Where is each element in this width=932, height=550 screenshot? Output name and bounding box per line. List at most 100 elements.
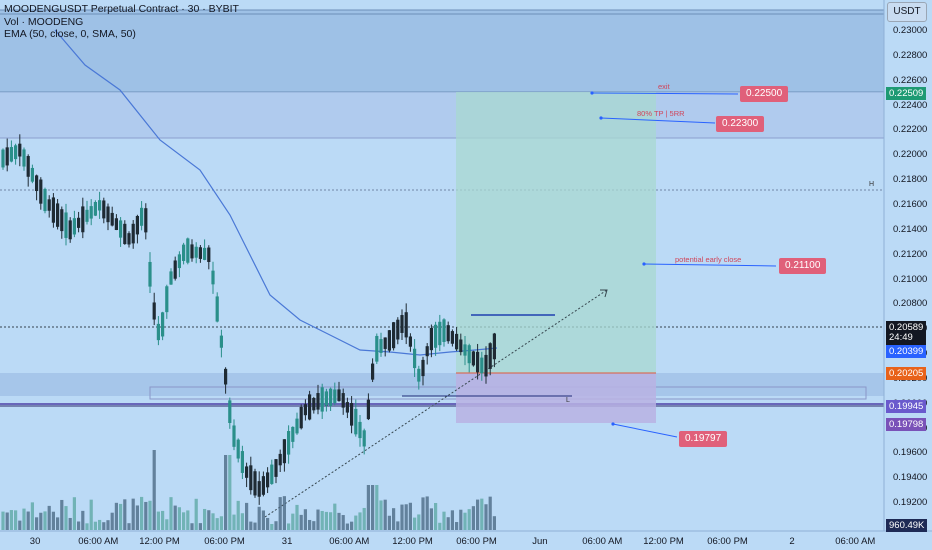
exit-annotation-tag[interactable]: 0.22500 [740, 86, 789, 102]
volume-bar [387, 515, 391, 530]
candle-body [219, 335, 223, 348]
volume-bar [282, 496, 286, 530]
volume-bar [291, 513, 295, 530]
price-tick-label: 0.19600 [893, 447, 928, 459]
candle-body [85, 209, 89, 222]
volume-bar [173, 505, 177, 530]
volume-bar [303, 509, 307, 530]
candle-body [56, 203, 60, 227]
volume-bar [81, 510, 85, 530]
candle-body [463, 344, 467, 356]
volume-bar [392, 508, 396, 530]
volume-bar [131, 498, 135, 530]
volume-bar [89, 499, 93, 530]
time-label: 06:00 AM [582, 536, 623, 547]
volume-bar [257, 506, 261, 530]
volume-bar [177, 507, 181, 530]
tp-annotation-tag[interactable]: 0.22300 [716, 116, 765, 132]
high-mark: H [869, 181, 875, 188]
volume-bar [345, 523, 349, 530]
time-label: Jun [532, 536, 548, 547]
volume-bar [60, 499, 64, 530]
candle-body [64, 212, 68, 238]
time-axis[interactable] [0, 531, 932, 550]
long-target-zone[interactable] [456, 92, 656, 373]
volume-bar [190, 523, 194, 530]
time-label: 06:00 AM [329, 536, 370, 547]
volume-bar [140, 496, 144, 530]
candle-body [408, 336, 412, 347]
ema-value-badge: 0.20399 [886, 345, 927, 358]
early-close-annotation-tag[interactable]: 0.21100 [779, 258, 827, 274]
volume-bar [228, 455, 232, 530]
symbol-title[interactable]: MOODENGUSDT Perpetual Contract · 30 · BY… [4, 3, 239, 15]
time-label: 12:00 PM [392, 536, 433, 547]
candle-body [345, 402, 349, 413]
stop-annotation-tag[interactable]: 0.19797 [679, 431, 728, 447]
volume-bar [182, 512, 186, 530]
candle-body [1, 149, 5, 168]
volume-bar [22, 508, 26, 530]
volume-bar [488, 496, 492, 530]
ema-indicator-label[interactable]: EMA (50, close, 0, SMA, 50) [4, 28, 136, 40]
volume-bar [9, 510, 13, 530]
candle-body [333, 389, 337, 404]
currency-button[interactable]: USDT [887, 2, 927, 22]
volume-bar [320, 510, 324, 530]
volume-bars [1, 450, 496, 530]
volume-bar [43, 511, 47, 530]
candle-body [253, 471, 257, 496]
volume-bar [236, 500, 240, 530]
volume-bar [56, 517, 60, 530]
volume-bar [207, 510, 211, 530]
volume-badge: 960.49K [886, 519, 928, 532]
volume-bar [471, 506, 475, 530]
candle-body [68, 220, 72, 240]
candle-body [5, 147, 9, 166]
candle-body [9, 147, 13, 162]
candle-body [72, 218, 76, 235]
candle-body [177, 254, 181, 269]
volume-bar [434, 502, 438, 530]
candle-body [30, 167, 34, 182]
candle-body [123, 223, 127, 245]
candle-body [362, 430, 366, 447]
candle-body [190, 244, 194, 259]
volume-bar [35, 517, 39, 530]
candle-body [450, 331, 454, 344]
time-label: 12:00 PM [643, 536, 684, 547]
volume-bar [110, 512, 114, 530]
last-price-badge: 0.20589 24:49 [886, 321, 927, 345]
candle-body [308, 394, 312, 420]
candle-body [194, 246, 198, 258]
volume-bar [215, 518, 219, 530]
price-tick-label: 0.19400 [893, 472, 928, 484]
long-stop-zone[interactable] [456, 373, 656, 423]
volume-bar [249, 521, 253, 530]
trend-line[interactable] [264, 289, 608, 518]
candle-body [228, 400, 232, 423]
candle-body [421, 359, 425, 377]
volume-bar [299, 514, 303, 530]
candle-body [413, 348, 417, 369]
candle-body [425, 346, 429, 357]
price-tick-label: 0.20800 [893, 298, 928, 310]
volume-bar [123, 499, 127, 530]
candle-body [186, 238, 190, 263]
volume-bar [492, 516, 496, 530]
early-close-callout-dot [642, 262, 646, 266]
candle-body [329, 388, 333, 407]
volume-bar [480, 498, 484, 530]
volume-bar [148, 500, 152, 530]
candle-body [135, 215, 139, 235]
volume-bar [459, 509, 463, 530]
volume-indicator-label[interactable]: Vol · MOODENG [4, 15, 84, 28]
volume-bar [186, 510, 190, 530]
volume-bar [224, 455, 228, 530]
volume-bar [68, 517, 72, 530]
candle-body [417, 368, 421, 382]
target-exit-badge: 0.22509 [886, 87, 927, 100]
ema-line [54, 29, 498, 356]
candle-body [240, 451, 244, 473]
